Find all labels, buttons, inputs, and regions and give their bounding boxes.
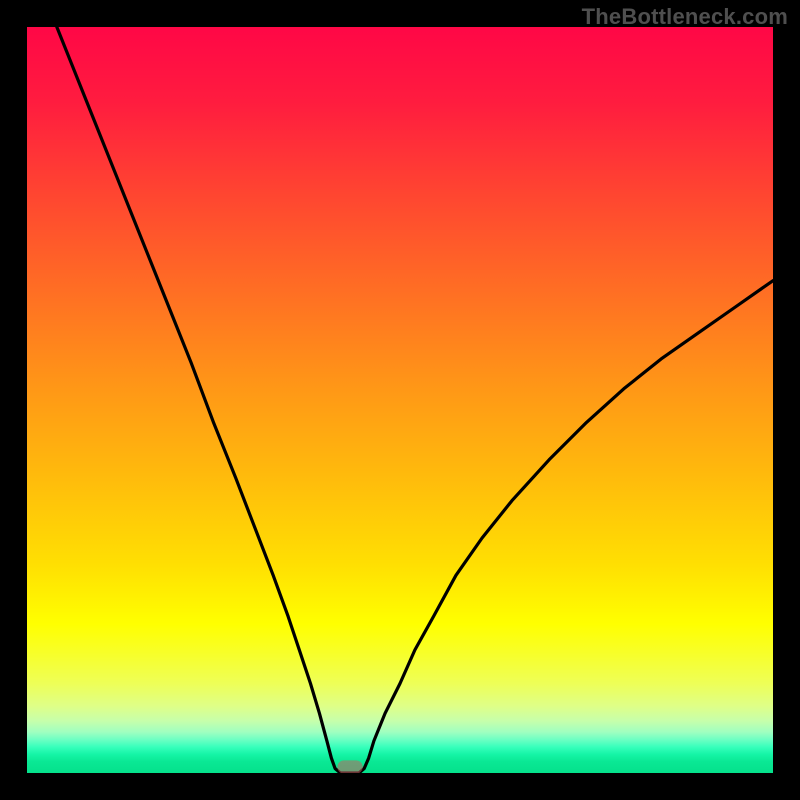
watermark-text: TheBottleneck.com bbox=[582, 4, 788, 30]
figure-root: TheBottleneck.com bbox=[0, 0, 800, 800]
gradient-background bbox=[27, 27, 773, 773]
bottleneck-curve-chart bbox=[0, 0, 800, 800]
minimum-marker bbox=[337, 760, 362, 773]
